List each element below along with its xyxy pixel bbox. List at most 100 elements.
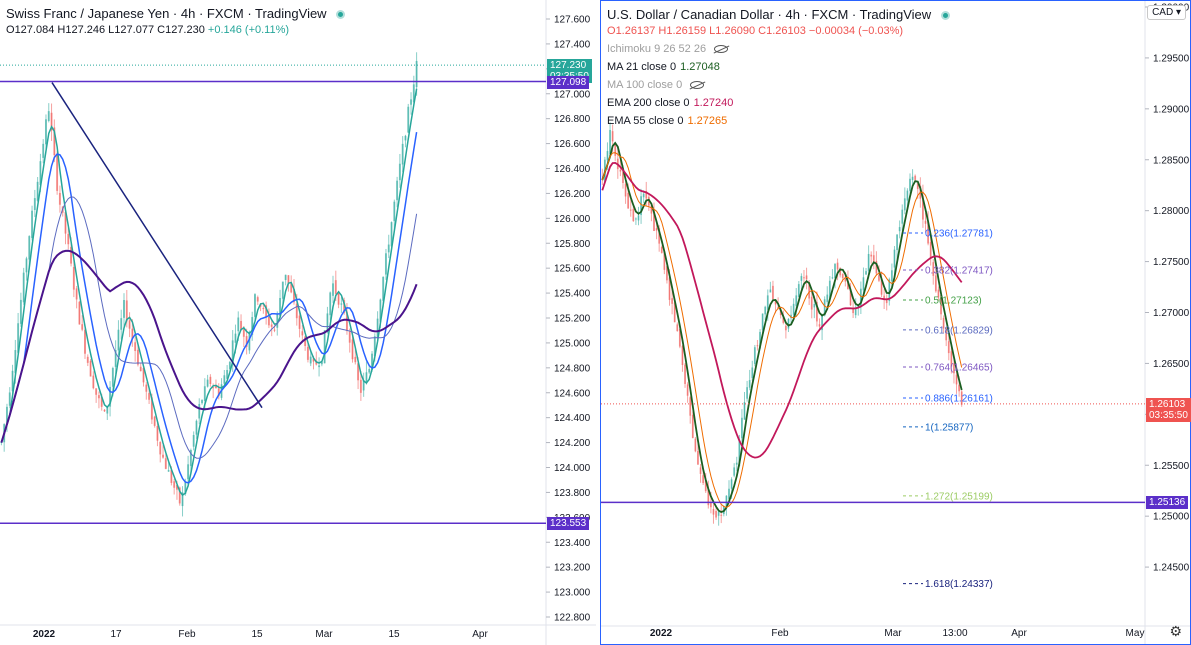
left-candle-body	[334, 280, 337, 294]
hidden-eye-icon[interactable]	[714, 45, 729, 53]
left-candle-body	[318, 365, 321, 368]
left-ma-mid-line	[0, 131, 418, 484]
right-candle-body	[828, 280, 831, 298]
usd-cad-chart-pane[interactable]: 1.300001.295001.290001.285001.280001.275…	[600, 0, 1191, 645]
indicator-ichimoku[interactable]: Ichimoku 9 26 52 26	[607, 43, 950, 55]
right-hline-tag: 1.25136	[1146, 496, 1189, 510]
right-candle-body	[730, 479, 733, 489]
right-candle-body	[660, 246, 663, 253]
left-candle-body	[167, 470, 170, 472]
left-candle-body	[31, 210, 34, 238]
left-candle-body	[340, 303, 343, 305]
right-candle-body	[725, 495, 728, 507]
right-candle-body	[914, 175, 917, 180]
left-candle-body	[175, 484, 178, 490]
left-candle-body	[36, 181, 39, 201]
left-candle-body	[45, 119, 47, 145]
right-candle-body	[609, 129, 611, 154]
left-candle-body	[111, 368, 114, 387]
left-candle-body	[150, 397, 153, 420]
right-candle-body	[676, 324, 679, 332]
left-candle-body	[192, 435, 195, 447]
currency-selector[interactable]: CAD ▾	[1147, 5, 1186, 20]
right-candle-body	[896, 234, 898, 251]
left-candle-body	[265, 305, 268, 317]
left-candle-body	[103, 409, 106, 412]
left-y-tick-label: 122.800	[554, 613, 591, 624]
gear-icon[interactable]: ⚙	[1169, 623, 1182, 639]
right-y-tick-label: 1.29500	[1153, 53, 1190, 64]
right-candle-body	[898, 227, 901, 232]
right-candle-body	[875, 260, 878, 274]
left-y-tick-label: 127.400	[554, 39, 591, 50]
left-y-tick-label: 127.600	[554, 15, 591, 26]
chf-jpy-chart-svg[interactable]: 127.600127.400127.200127.000126.800126.6…	[0, 0, 596, 645]
indicator-ma100[interactable]: MA 100 close 0	[607, 79, 950, 91]
indicator-ma21[interactable]: MA 21 close 0 1.27048	[607, 61, 720, 73]
left-candle-body	[410, 99, 413, 105]
left-candle-body	[281, 281, 284, 299]
indicator-ema55[interactable]: EMA 55 close 0 1.27265	[607, 115, 728, 127]
left-x-tick-label: 15	[388, 629, 400, 640]
left-candle-body	[234, 333, 237, 343]
left-y-tick-label: 126.600	[554, 139, 591, 150]
left-candle-body	[240, 320, 243, 331]
left-candles	[0, 52, 418, 517]
left-candle-body	[97, 395, 100, 399]
right-y-tick-label: 1.28500	[1153, 155, 1190, 166]
right-candle-body	[878, 275, 880, 281]
usd-cad-chart-svg[interactable]: 1.300001.295001.290001.285001.280001.275…	[601, 1, 1190, 644]
right-candle-body	[795, 295, 798, 306]
left-candle-body	[348, 331, 351, 343]
left-candle-body	[223, 375, 226, 384]
left-candle-body	[362, 380, 365, 391]
right-candle-body	[748, 380, 751, 388]
left-candle-body	[320, 361, 323, 365]
left-candle-body	[312, 358, 315, 362]
hidden-eye-icon[interactable]	[690, 81, 705, 89]
right-candle-body	[942, 317, 945, 329]
right-candle-body	[689, 397, 692, 416]
right-candle-body	[787, 318, 790, 329]
right-candle-body	[691, 414, 694, 438]
left-candle-body	[100, 396, 103, 407]
right-candle-body	[834, 263, 836, 279]
left-candle-body	[332, 283, 334, 296]
left-candle-body	[267, 316, 270, 326]
left-candle-body	[270, 324, 273, 327]
right-candle-body	[663, 251, 666, 270]
right-candle-body	[929, 241, 932, 259]
left-y-tick-label: 126.800	[554, 114, 591, 125]
right-ohlc: O1.26137 H1.26159 L1.26090 C1.26103 −0.0…	[607, 25, 950, 37]
right-candle-body	[684, 364, 686, 384]
right-candle-body	[629, 209, 632, 211]
right-candle-body	[717, 511, 720, 516]
left-candle-body	[142, 367, 145, 383]
left-candle-body	[276, 313, 279, 328]
left-candle-body	[387, 244, 390, 253]
left-candle-body	[371, 353, 373, 371]
live-dot-icon	[336, 10, 346, 20]
right-candle-body	[756, 345, 759, 347]
left-x-tick-label: Feb	[178, 629, 196, 640]
left-candle-body	[22, 272, 25, 303]
right-candle-body	[844, 278, 847, 282]
right-candle-body	[741, 417, 743, 439]
right-y-tick-label: 1.27000	[1153, 308, 1190, 319]
left-y-tick-label: 126.000	[554, 214, 591, 225]
left-candle-body	[42, 143, 45, 158]
left-candle-body	[153, 416, 156, 426]
fib-level-label-0.382: 0.382(1.27417)	[925, 266, 993, 277]
left-candle-body	[284, 274, 287, 281]
right-candle-body	[862, 277, 865, 291]
chf-jpy-chart-pane[interactable]: 127.600127.400127.200127.000126.800126.6…	[0, 0, 596, 645]
left-candle-body	[128, 320, 131, 329]
right-candle-body	[653, 210, 655, 231]
right-ohlc-o: O1.26137	[607, 25, 656, 37]
left-candle-body	[206, 379, 209, 387]
right-x-tick-label: 13:00	[942, 628, 967, 639]
left-ohlc-h: H127.246	[57, 24, 106, 36]
left-y-tick-label: 124.200	[554, 438, 591, 449]
indicator-ema200[interactable]: EMA 200 close 0 1.27240	[607, 97, 734, 109]
left-ma-fast-line	[0, 88, 418, 497]
